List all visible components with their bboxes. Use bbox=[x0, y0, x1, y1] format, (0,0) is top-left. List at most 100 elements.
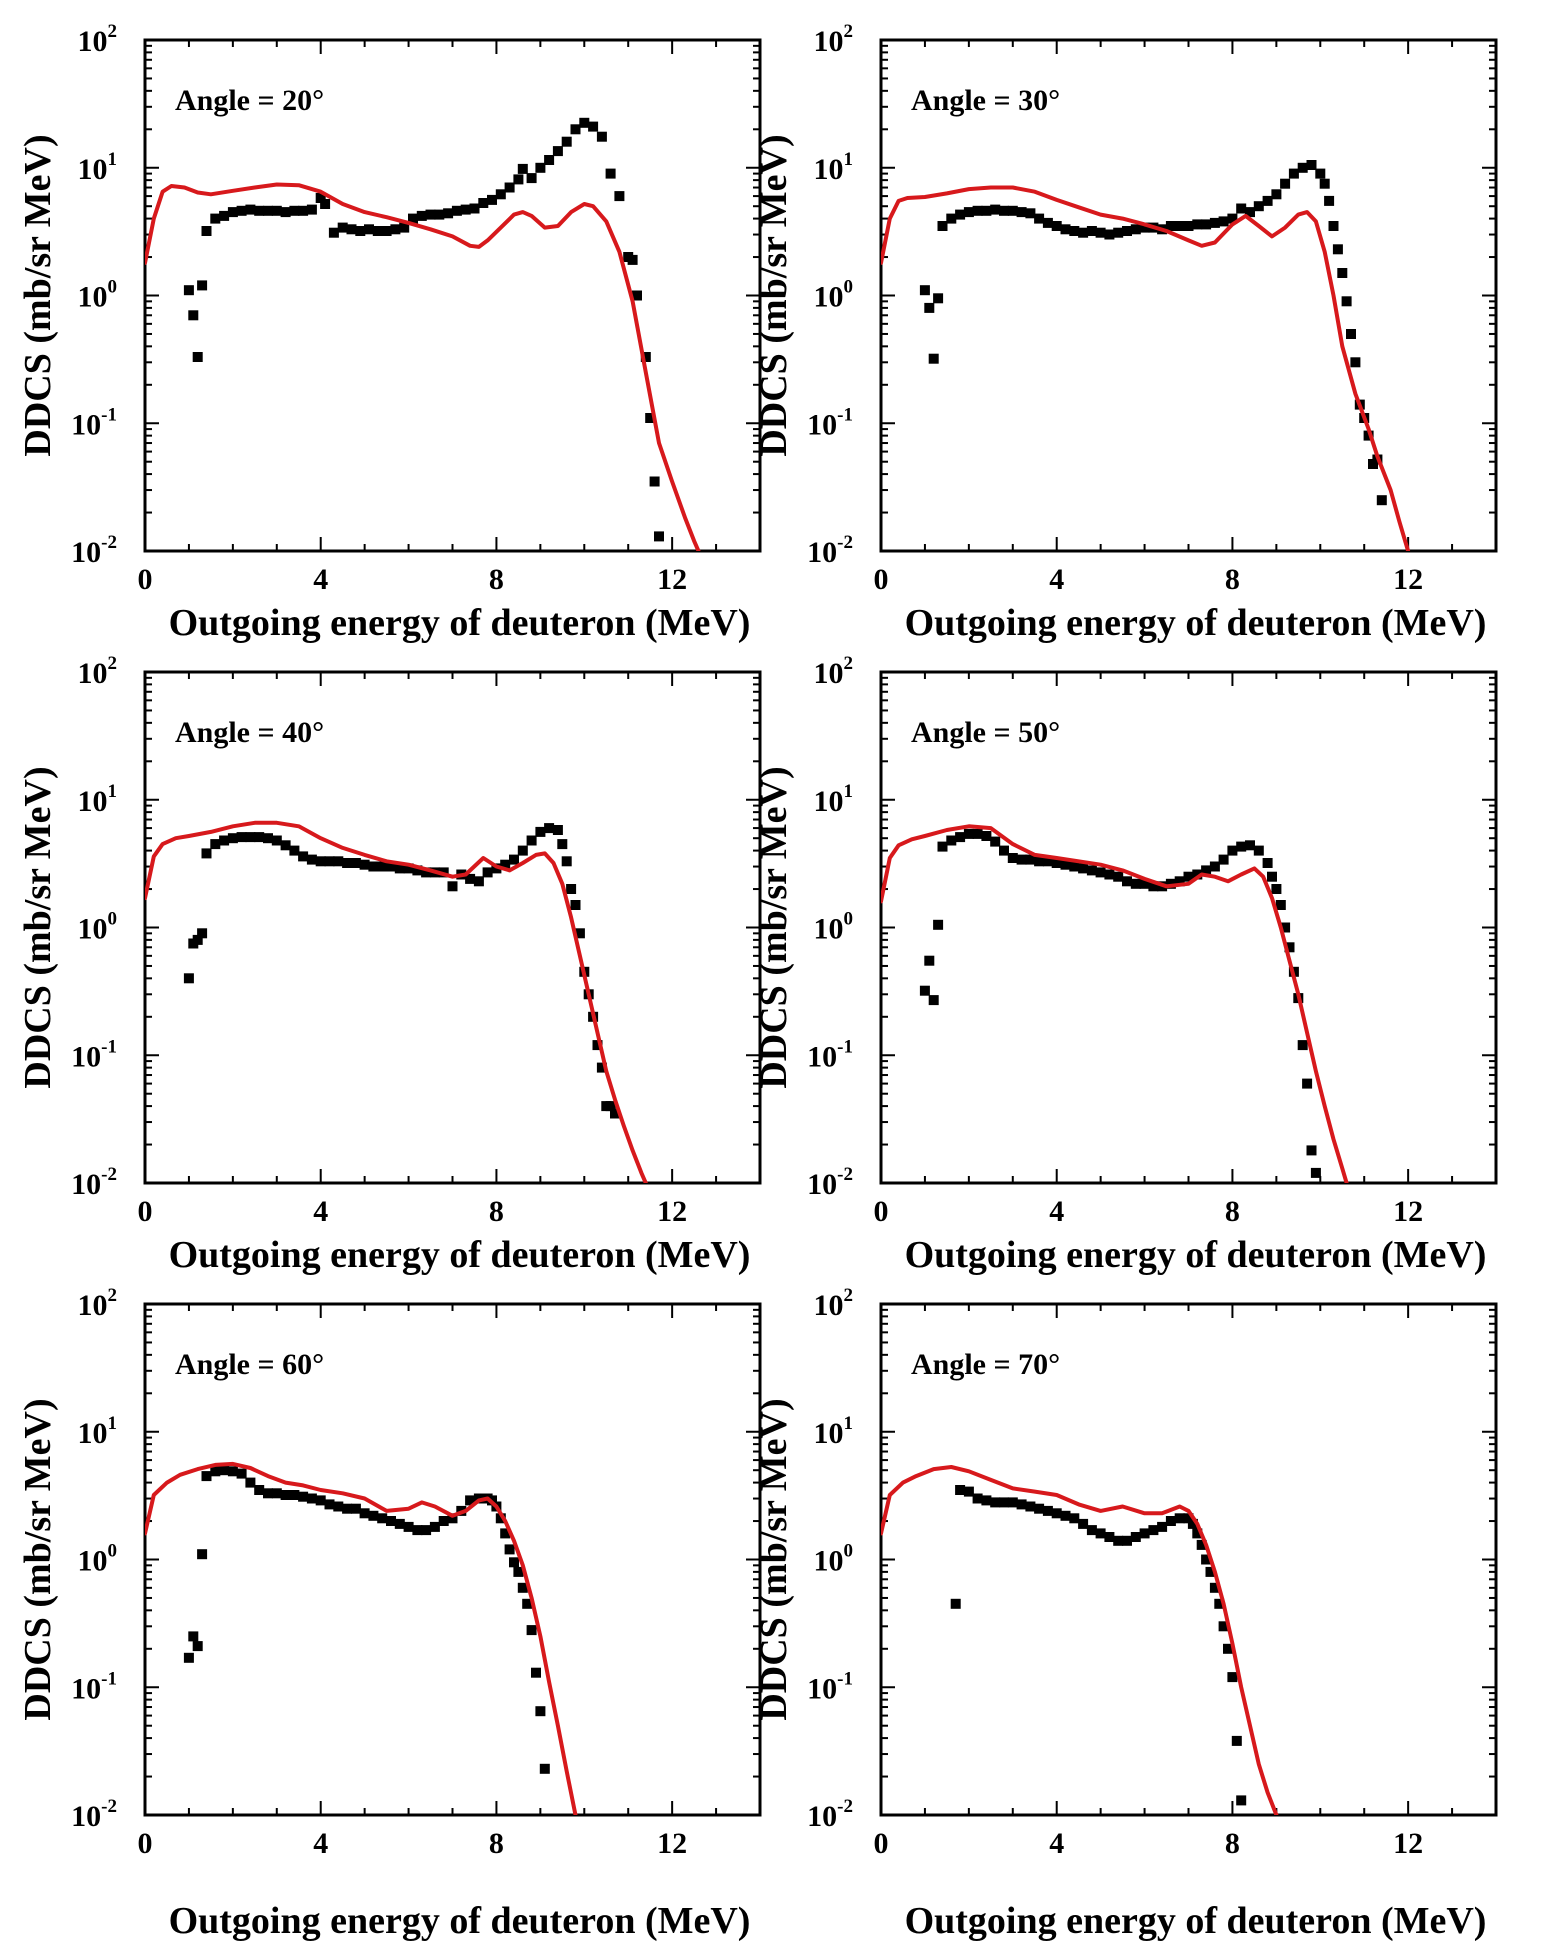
data-point bbox=[535, 826, 546, 837]
y-tick-label: 10-2 bbox=[807, 532, 853, 569]
data-point bbox=[1253, 201, 1264, 212]
y-axis-title: DDCS (mb/sr MeV) bbox=[17, 134, 59, 456]
data-point bbox=[566, 884, 577, 894]
data-point bbox=[1236, 841, 1247, 852]
data-point bbox=[933, 293, 944, 304]
data-point bbox=[1201, 1554, 1212, 1565]
data-point bbox=[972, 205, 983, 216]
data-point bbox=[1271, 884, 1282, 894]
data-point bbox=[188, 1631, 199, 1642]
data-point bbox=[937, 221, 948, 231]
y-tick-exponent: 1 bbox=[844, 1413, 854, 1434]
data-point bbox=[963, 1486, 974, 1497]
data-point bbox=[201, 848, 212, 859]
data-point bbox=[924, 955, 935, 966]
model-curve bbox=[881, 1465, 1279, 1815]
data-point bbox=[570, 900, 581, 910]
y-tick-exponent: -1 bbox=[837, 404, 853, 425]
data-point bbox=[451, 205, 462, 216]
data-point bbox=[425, 209, 436, 220]
plot-area bbox=[145, 117, 701, 551]
data-point bbox=[1095, 1528, 1106, 1539]
data-point bbox=[408, 213, 418, 224]
data-point bbox=[517, 163, 528, 174]
y-tick-label: 101 bbox=[814, 149, 854, 186]
data-point bbox=[227, 207, 238, 218]
data-point bbox=[627, 254, 638, 265]
data-point bbox=[1183, 1513, 1194, 1524]
data-point bbox=[298, 205, 309, 216]
data-point bbox=[421, 867, 432, 878]
y-tick-exponent: -2 bbox=[837, 1796, 853, 1817]
data-point bbox=[1288, 168, 1299, 179]
x-tick-label: 4 bbox=[1049, 1827, 1064, 1860]
data-point bbox=[1315, 168, 1326, 179]
y-tick-exponent: 1 bbox=[108, 149, 118, 170]
data-point bbox=[1034, 213, 1045, 224]
data-point bbox=[1297, 1040, 1308, 1051]
data-point bbox=[990, 836, 1001, 847]
data-point bbox=[478, 198, 489, 208]
y-tick-exponent: 0 bbox=[844, 277, 854, 298]
data-point bbox=[1324, 195, 1335, 206]
data-point bbox=[1350, 357, 1361, 368]
x-axis-title: Outgoing energy of deuteron (MeV) bbox=[169, 602, 751, 644]
y-tick-exponent: 2 bbox=[108, 21, 118, 42]
x-tick-label: 12 bbox=[657, 563, 687, 596]
angle-annotation: Angle = 20° bbox=[175, 84, 324, 117]
data-point bbox=[1016, 207, 1027, 218]
y-tick-exponent: -1 bbox=[837, 1668, 853, 1689]
data-point bbox=[359, 1508, 370, 1519]
data-point bbox=[596, 131, 607, 142]
data-point bbox=[544, 823, 555, 834]
data-point bbox=[350, 1503, 361, 1514]
data-point bbox=[447, 881, 458, 892]
x-tick-label: 8 bbox=[1225, 563, 1240, 596]
data-point bbox=[210, 839, 221, 850]
y-tick-exponent: 2 bbox=[108, 1285, 118, 1306]
data-point bbox=[298, 851, 309, 862]
data-point bbox=[1174, 876, 1185, 887]
data-point bbox=[1267, 871, 1277, 882]
data-point bbox=[1328, 221, 1339, 231]
y-tick-label: 10-1 bbox=[807, 404, 853, 441]
x-tick-label: 4 bbox=[313, 1195, 328, 1228]
data-point bbox=[368, 1510, 379, 1521]
data-point bbox=[552, 146, 563, 157]
plot-area bbox=[881, 160, 1411, 551]
data-point bbox=[592, 1040, 603, 1051]
data-point bbox=[517, 845, 528, 856]
plot-area bbox=[145, 820, 648, 1183]
data-point bbox=[364, 224, 374, 235]
data-point bbox=[1231, 1735, 1242, 1746]
data-point bbox=[390, 224, 401, 235]
data-point bbox=[227, 1466, 238, 1477]
data-point bbox=[1078, 863, 1089, 874]
data-point bbox=[465, 873, 476, 884]
x-tick-label: 8 bbox=[489, 563, 504, 596]
data-point bbox=[517, 1582, 528, 1593]
y-tick-label: 102 bbox=[78, 21, 118, 58]
data-point bbox=[315, 1495, 326, 1506]
data-point bbox=[1025, 854, 1036, 865]
data-point bbox=[645, 413, 656, 423]
data-point bbox=[955, 832, 966, 843]
y-tick-exponent: 0 bbox=[108, 1541, 118, 1562]
data-point bbox=[999, 845, 1009, 856]
data-point bbox=[1104, 1532, 1115, 1542]
data-point bbox=[504, 1544, 515, 1555]
y-axis-title: DDCS (mb/sr MeV) bbox=[753, 766, 795, 1088]
data-point bbox=[1086, 226, 1097, 236]
data-point bbox=[263, 833, 273, 844]
data-point bbox=[972, 828, 983, 839]
data-point bbox=[1034, 856, 1045, 867]
x-tick-label: 0 bbox=[138, 1195, 153, 1228]
data-point bbox=[197, 1549, 208, 1560]
y-tick-label: 10-1 bbox=[71, 1668, 117, 1705]
data-point bbox=[1192, 869, 1203, 880]
data-point bbox=[342, 1503, 353, 1514]
data-point bbox=[377, 1513, 388, 1524]
data-point bbox=[981, 831, 992, 841]
data-point bbox=[539, 1763, 550, 1774]
